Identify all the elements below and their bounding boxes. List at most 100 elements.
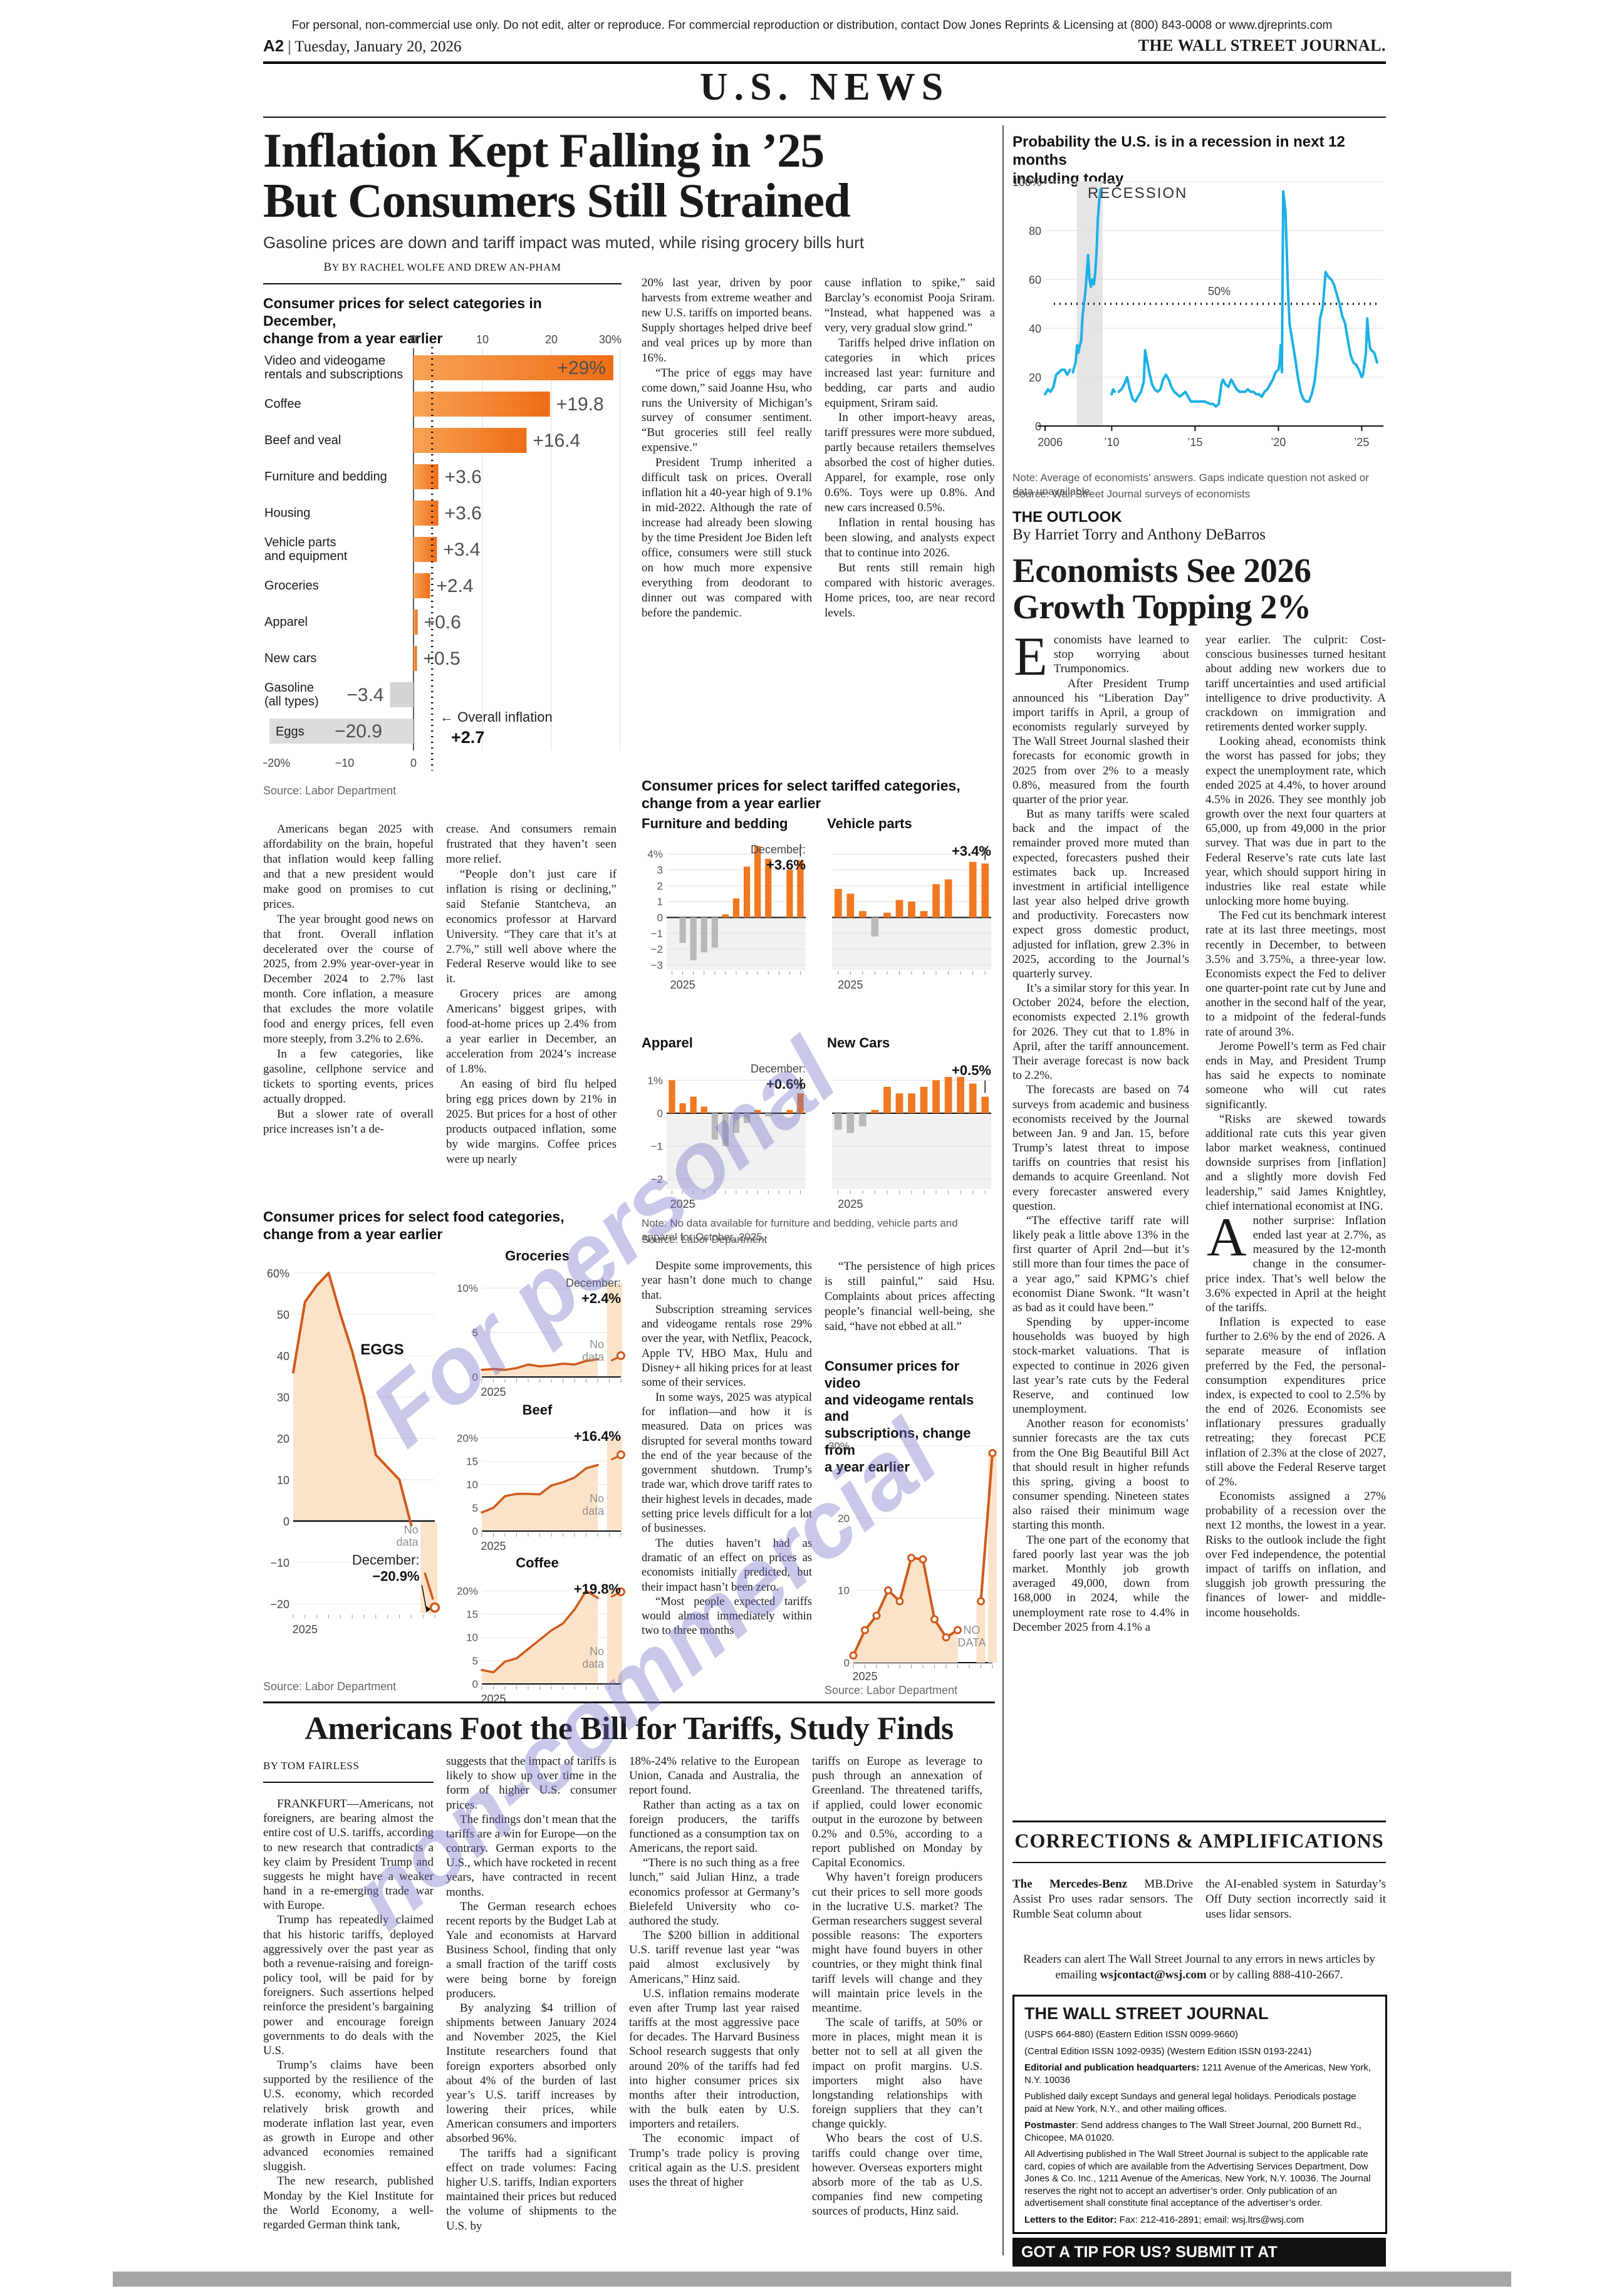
corrections-rule-bottom [1012, 1862, 1386, 1863]
new-cars-chart: +0.5% 2025 [827, 1054, 995, 1218]
corrections-left: The Mercedes-Benz MB.Drive Assist Pro us… [1012, 1878, 1193, 1921]
article-column-4b: “The persistence of high prices is still… [825, 1260, 995, 1333]
page-number: A2 [263, 36, 284, 55]
tariffs-column-1: FRANKFURT—Americans, not foreigners, are… [263, 1797, 434, 2231]
svg-text:−20.9: −20.9 [335, 721, 382, 742]
svg-text:No: No [590, 1645, 604, 1658]
svg-text:+16.4%: +16.4% [574, 1428, 621, 1444]
apparel-panel-title: Apparel [642, 1035, 693, 1051]
svg-text:15: 15 [466, 1609, 478, 1621]
svg-text:30%: 30% [828, 1440, 850, 1452]
tariffs-byline-rule [263, 1782, 434, 1783]
svg-text:−20.9%: −20.9% [372, 1569, 419, 1584]
svg-text:5: 5 [472, 1502, 478, 1514]
svg-text:+19.8%: +19.8% [574, 1581, 621, 1597]
furniture-bedding-chart: 4% 3 2 1 0 −1 −2 −3 December: +3.6% 2025 [642, 834, 809, 999]
svg-text:10%: 10% [457, 1282, 478, 1294]
svg-text:+2.7: +2.7 [451, 728, 484, 747]
category-chart-source: Source: Labor Department [263, 784, 397, 797]
svg-text:NO: NO [964, 1624, 981, 1636]
article-column-2: crease. And consumers remain frustrated … [446, 823, 617, 1166]
svg-text:−20: −20 [270, 1598, 289, 1611]
svg-text:2025: 2025 [481, 1386, 506, 1397]
svg-text:’20: ’20 [1271, 436, 1286, 449]
svg-text:0: 0 [472, 1525, 478, 1537]
svg-text:+3.6: +3.6 [445, 467, 482, 487]
svg-text:50%: 50% [1208, 285, 1231, 298]
svg-text:−1: −1 [651, 1141, 663, 1153]
svg-text:2: 2 [657, 880, 663, 892]
svg-text:2006: 2006 [1038, 436, 1063, 449]
svg-text:+3.6: +3.6 [445, 503, 482, 524]
svg-text:’25: ’25 [1354, 436, 1369, 449]
svg-text:Groceries: Groceries [264, 579, 319, 593]
issue-date: Tuesday, January 20, 2026 [294, 38, 462, 55]
svg-text:No: No [590, 1338, 604, 1351]
eggs-price-chart: 60% 50 40 30 20 10 0 −10 −20 EGGS No data December: −… [263, 1248, 442, 1677]
svg-text:40: 40 [1029, 323, 1041, 335]
svg-text:+0.5: +0.5 [424, 648, 461, 669]
svg-text:Housing: Housing [264, 506, 310, 520]
svg-text:data: data [582, 1658, 605, 1670]
byline-rule [263, 283, 622, 284]
svg-text:0: 0 [657, 912, 663, 923]
svg-text:Beef and veal: Beef and veal [264, 434, 341, 447]
svg-text:+0.6: +0.6 [424, 612, 461, 633]
header-rule [263, 61, 1386, 64]
recession-chart-note: Note: Average of economists’ answers. Ga… [1012, 472, 1369, 498]
video-chart-source: Source: Labor Department [825, 1684, 958, 1696]
main-deck: Gasoline prices are down and tariff impa… [263, 233, 865, 252]
svg-text:−1: −1 [651, 928, 663, 940]
newcars-panel-title: New Cars [827, 1035, 890, 1051]
recession-probability-chart: 020406080100%RECESSION50%2006’10’15’20’2… [1012, 170, 1386, 472]
outlook-headline-line1: Economists See 2026 [1012, 551, 1311, 590]
svg-text:December:: December: [352, 1552, 420, 1567]
svg-text:0: 0 [472, 1371, 478, 1383]
svg-text:’15: ’15 [1187, 436, 1202, 449]
svg-text:rentals and subscriptions: rentals and subscriptions [264, 368, 403, 382]
tariffed-chart-source: Source: Labor Department [642, 1234, 768, 1245]
food-chart-title: Consumer prices for select food categori… [263, 1208, 565, 1243]
svg-text:No: No [590, 1492, 604, 1505]
outlook-headline-line2: Growth Topping 2% [1012, 587, 1311, 626]
svg-text:2025: 2025 [293, 1623, 318, 1636]
svg-text:20: 20 [1029, 371, 1041, 384]
svg-text:0: 0 [472, 1678, 478, 1690]
svg-text:20%: 20% [457, 1432, 478, 1444]
reprint-notice: For personal, non-commercial use only. D… [291, 19, 1333, 32]
corrections-title: CORRECTIONS & AMPLIFICATIONS [1014, 1829, 1384, 1852]
vehicle-parts-chart: +3.4% 2025 [827, 834, 995, 999]
svg-text:1%: 1% [647, 1074, 663, 1086]
section-rule [263, 117, 1386, 118]
svg-text:2025: 2025 [481, 1540, 506, 1551]
svg-text:0: 0 [410, 333, 417, 346]
tariffs-column-3: 18%-24% relative to the European Union, … [629, 1755, 799, 2189]
svg-text:20%: 20% [457, 1585, 478, 1597]
svg-text:RECESSION: RECESSION [1088, 185, 1187, 202]
svg-text:December:: December: [751, 1062, 806, 1075]
svg-text:2025: 2025 [838, 979, 863, 991]
svg-text:−3: −3 [651, 959, 663, 971]
svg-text:10: 10 [466, 1479, 478, 1491]
tip-bar: GOT A TIP FOR US? SUBMIT IT AT WSJ.COM/T… [1012, 2238, 1386, 2290]
svg-text:0: 0 [283, 1515, 289, 1528]
svg-text:80: 80 [1029, 225, 1041, 237]
svg-text:DATA: DATA [957, 1636, 986, 1649]
svg-text:−2: −2 [651, 1173, 663, 1185]
tariffs-headline: Americans Foot the Bill for Tariffs, Stu… [304, 1711, 954, 1747]
svg-text:2025: 2025 [670, 1198, 695, 1210]
video-chart-title: Consumer prices for video and videogame … [825, 1358, 974, 1475]
article-column-3b: Despite some improvements, this year has… [642, 1260, 812, 1638]
svg-text:+29%: +29% [557, 358, 606, 378]
svg-text:−10: −10 [270, 1557, 289, 1569]
svg-text:40: 40 [277, 1350, 289, 1363]
svg-text:Eggs: Eggs [276, 725, 304, 739]
svg-text:60: 60 [1029, 274, 1041, 286]
article-column-4: cause inflation to spike,” said Barclay’… [825, 276, 995, 620]
masthead-box-title: THE WALL STREET JOURNAL [1024, 2004, 1269, 2023]
article-column-3: 20% last year, driven by poor harvests f… [642, 276, 812, 620]
apparel-chart: 1% 0 −1 −2 December: +0.6% 2025 [642, 1054, 809, 1218]
main-byline: BY By Rachel Wolfe and Drew An-Pham [323, 261, 561, 274]
svg-text:New cars: New cars [264, 652, 316, 665]
masthead-info-box: THE WALL STREET JOURNAL (USPS 664-880) (… [1012, 1995, 1387, 2234]
